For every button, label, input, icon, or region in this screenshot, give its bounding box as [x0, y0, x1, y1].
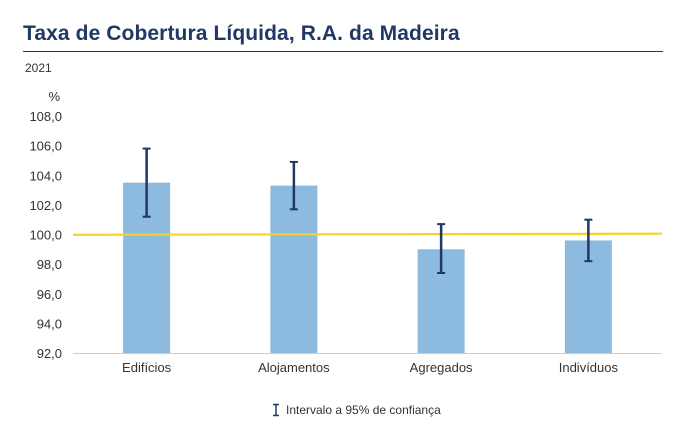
y-tick-label: 108,0 — [29, 109, 62, 124]
x-category-label: Alojamentos — [258, 360, 330, 375]
chart-subtitle: 2021 — [25, 61, 52, 75]
bar — [270, 185, 318, 353]
chart-title: Taxa de Cobertura Líquida, R.A. da Madei… — [23, 22, 460, 45]
error-bars — [142, 147, 593, 275]
error-bar — [584, 218, 593, 263]
x-axis-categories: Edifícios Alojamentos Agregados Indivíduos — [122, 360, 618, 375]
y-tick-label: 106,0 — [29, 139, 62, 154]
y-tick-label: 102,0 — [29, 198, 62, 213]
x-category-label: Edifícios — [122, 360, 172, 375]
y-axis-label: % — [48, 89, 60, 104]
legend-label: Intervalo a 95% de confiança — [286, 403, 441, 417]
legend: Intervalo a 95% de confiança — [272, 403, 441, 417]
x-category-label: Agregados — [410, 360, 473, 375]
y-tick-label: 92,0 — [37, 346, 62, 361]
error-bar — [437, 223, 446, 275]
x-category-label: Indivíduos — [559, 360, 619, 375]
error-bar — [289, 160, 298, 211]
y-tick-label: 100,0 — [29, 228, 62, 243]
y-tick-label: 98,0 — [37, 257, 62, 272]
title-rule — [23, 51, 663, 52]
y-axis-ticks: 108,0 106,0 104,0 102,0 100,0 98,0 96,0 94,0 92,… — [29, 109, 62, 361]
error-bar — [142, 147, 151, 218]
y-tick-label: 94,0 — [37, 316, 62, 331]
bars — [123, 182, 612, 353]
errorbar-legend-icon — [273, 403, 279, 417]
y-tick-label: 104,0 — [29, 168, 62, 183]
y-tick-label: 96,0 — [37, 287, 62, 302]
reference-line-100 — [72, 232, 663, 236]
